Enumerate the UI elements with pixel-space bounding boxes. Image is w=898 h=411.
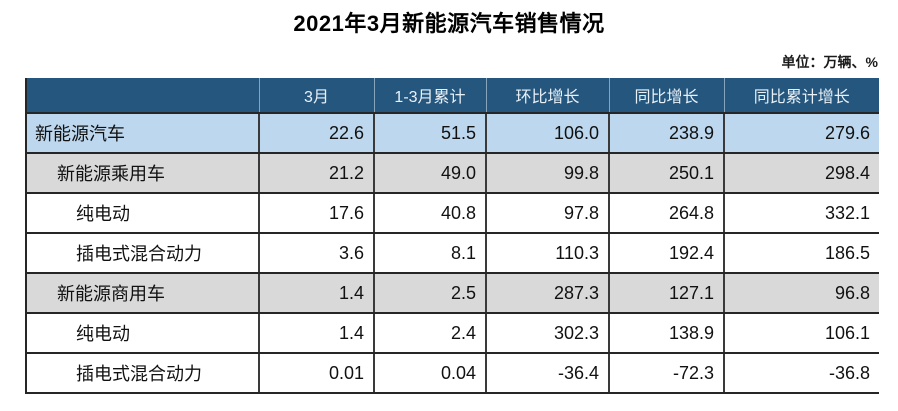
table-cell: 279.6 [723,113,879,154]
header-row: 3月 1-3月累计 环比增长 同比增长 同比累计增长 [25,78,879,114]
table-cell: 40.8 [373,193,486,234]
table-cell: 264.8 [608,193,724,234]
table-cell: 287.3 [485,273,609,314]
table-cell: 0.04 [373,353,486,394]
table-cell: 3.6 [258,233,374,274]
col-header-jan-mar-cumulative: 1-3月累计 [373,78,486,114]
row-label: 新能源商用车 [25,273,259,314]
table-cell: 49.0 [373,153,486,194]
col-header-yoy-cumulative-growth: 同比累计增长 [723,78,879,114]
row-label: 纯电动 [25,313,259,354]
table-cell: 96.8 [723,273,879,314]
table-cell: 298.4 [723,153,879,194]
col-header-category [25,78,259,114]
table-cell: 51.5 [373,113,486,154]
table-cell: 22.6 [258,113,374,154]
page-title: 2021年3月新能源汽车销售情况 [293,11,605,36]
table-row-passenger-bev: 纯电动 17.6 40.8 97.8 264.8 332.1 [25,193,879,234]
row-label: 插电式混合动力 [25,233,259,274]
table-cell: 238.9 [608,113,724,154]
table-cell: 110.3 [485,233,609,274]
table-cell: 1.4 [258,313,374,354]
table-row-nev-passenger: 新能源乘用车 21.2 49.0 99.8 250.1 298.4 [25,153,879,194]
table-row-nev-commercial: 新能源商用车 1.4 2.5 287.3 127.1 96.8 [25,273,879,314]
table-cell: -72.3 [608,353,724,394]
table-cell: 106.1 [723,313,879,354]
table-cell: 106.0 [485,113,609,154]
row-label: 纯电动 [25,193,259,234]
table-cell: 0.01 [258,353,374,394]
table-cell: 302.3 [485,313,609,354]
row-label: 新能源汽车 [25,113,259,154]
table-cell: 127.1 [608,273,724,314]
table-cell: 8.1 [373,233,486,274]
report-page: 2021年3月新能源汽车销售情况 单位：万辆、% 3月 1-3月累计 环比增长 … [0,6,898,411]
table-cell: 21.2 [258,153,374,194]
table-row-commercial-bev: 纯电动 1.4 2.4 302.3 138.9 106.1 [25,313,879,354]
table-cell: 99.8 [485,153,609,194]
table-cell: -36.4 [485,353,609,394]
table-cell: 138.9 [608,313,724,354]
row-label: 插电式混合动力 [25,353,259,394]
table-cell: 332.1 [723,193,879,234]
table-cell: -36.8 [723,353,879,394]
col-header-mom-growth: 环比增长 [485,78,609,114]
unit-label: 单位：万辆、% [781,54,878,70]
table-cell: 17.6 [258,193,374,234]
table-cell: 97.8 [485,193,609,234]
col-header-yoy-growth: 同比增长 [608,78,724,114]
table-cell: 2.4 [373,313,486,354]
table-cell: 2.5 [373,273,486,314]
table-cell: 1.4 [258,273,374,314]
row-label: 新能源乘用车 [25,153,259,194]
nev-sales-table: 3月 1-3月累计 环比增长 同比增长 同比累计增长 新能源汽车 22.6 51… [25,78,879,394]
col-header-march: 3月 [258,78,374,114]
table-row-nev-total: 新能源汽车 22.6 51.5 106.0 238.9 279.6 [25,113,879,154]
table-cell: 192.4 [608,233,724,274]
table-row-commercial-phev: 插电式混合动力 0.01 0.04 -36.4 -72.3 -36.8 [25,353,879,394]
table-cell: 186.5 [723,233,879,274]
table-row-passenger-phev: 插电式混合动力 3.6 8.1 110.3 192.4 186.5 [25,233,879,274]
table-cell: 250.1 [608,153,724,194]
